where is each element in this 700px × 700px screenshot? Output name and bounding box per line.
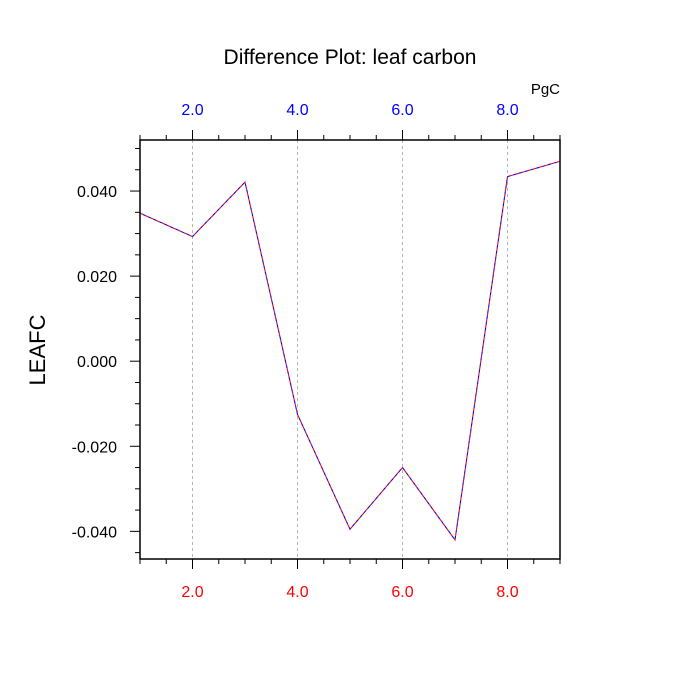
series-lines bbox=[139, 160, 561, 542]
x-tick-label-top: 6.0 bbox=[391, 102, 413, 119]
y-tick-label: -0.020 bbox=[72, 439, 117, 456]
y-tick-label: 0.000 bbox=[77, 354, 117, 371]
series-line-red bbox=[139, 160, 561, 542]
tick-labels: 2.0 4.0 6.0 8.0 2.0 4.0 6.0 8.0 0.040 0.020 0.000 -… bbox=[72, 102, 519, 601]
x-tick-label-top: 4.0 bbox=[286, 102, 308, 119]
y-tick-label: 0.020 bbox=[77, 269, 117, 286]
x-tick-label-bottom: 8.0 bbox=[496, 584, 518, 601]
plot-frame bbox=[139, 139, 561, 560]
y-tick-label: 0.040 bbox=[77, 184, 117, 201]
axis-ticks bbox=[130, 130, 561, 569]
units-label: PgC bbox=[531, 81, 560, 98]
x-tick-label-bottom: 4.0 bbox=[286, 584, 308, 601]
y-axis-label: LEAFC bbox=[25, 314, 50, 385]
x-tick-label-top: 8.0 bbox=[496, 102, 518, 119]
y-tick-label: -0.040 bbox=[72, 524, 117, 541]
x-tick-label-top: 2.0 bbox=[181, 102, 203, 119]
x-tick-label-bottom: 2.0 bbox=[181, 584, 203, 601]
series-line-blue bbox=[139, 160, 561, 542]
chart-title: Difference Plot: leaf carbon bbox=[224, 46, 477, 69]
x-tick-label-bottom: 6.0 bbox=[391, 584, 413, 601]
grid-lines bbox=[192, 140, 508, 559]
